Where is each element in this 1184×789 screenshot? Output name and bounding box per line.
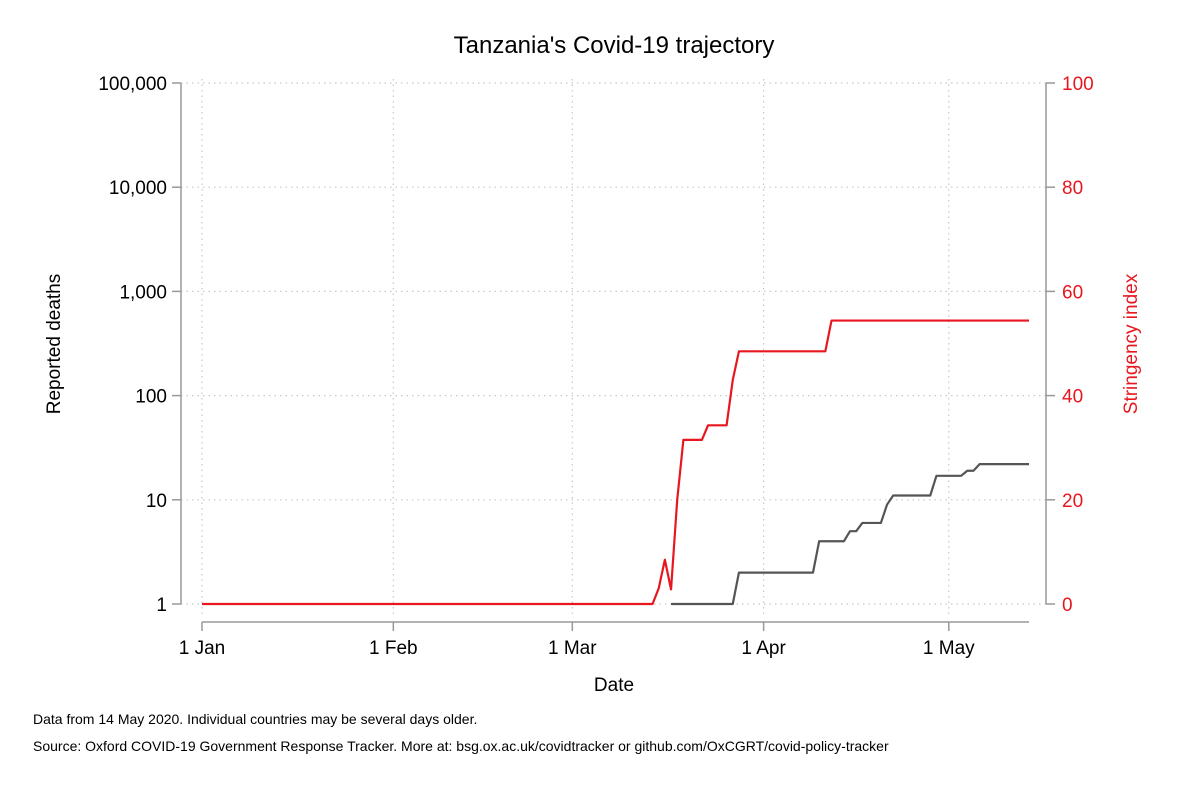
x-tick-label: 1 Apr (741, 638, 786, 659)
data-note: Data from 14 May 2020. Individual countr… (33, 711, 478, 727)
left-tick-label: 100 (135, 387, 167, 408)
left-tick-label: 10 (146, 491, 167, 512)
right-tick-label: 100 (1062, 74, 1094, 95)
left-tick-label: 10,000 (109, 178, 167, 199)
right-tick-label: 20 (1062, 491, 1083, 512)
left-tick-label: 100,000 (98, 74, 167, 95)
y-axis-label-right: Stringency index (1121, 273, 1142, 414)
deaths-line (671, 463, 1029, 606)
grid (181, 79, 1046, 614)
stringency-line (202, 319, 1029, 606)
axes (172, 82, 1055, 631)
right-tick-label: 60 (1062, 282, 1083, 303)
right-tick-label: 0 (1062, 595, 1073, 616)
x-axis-label: Date (594, 675, 634, 696)
x-tick-label: 1 Mar (548, 638, 597, 659)
x-tick-label: 1 Jan (179, 638, 225, 659)
tick-labels: 1 10 100 1,000 10,000 100,000 0 20 40 60 80 100 1 Ja… (98, 74, 1093, 659)
left-tick-label: 1 (156, 595, 167, 616)
left-tick-label: 1,000 (119, 282, 167, 303)
right-tick-label: 80 (1062, 178, 1083, 199)
right-tick-label: 40 (1062, 387, 1083, 408)
chart-title: Tanzania's Covid-19 trajectory (454, 32, 775, 59)
y-axis-label-left: Reported deaths (44, 274, 65, 415)
source-note: Source: Oxford COVID-19 Government Respo… (33, 738, 889, 754)
x-tick-label: 1 May (923, 638, 975, 659)
chart: Tanzania's Covid-19 trajectory 1 10 100 1,0… (44, 32, 1142, 696)
x-tick-label: 1 Feb (369, 638, 418, 659)
series-lines (202, 319, 1029, 606)
